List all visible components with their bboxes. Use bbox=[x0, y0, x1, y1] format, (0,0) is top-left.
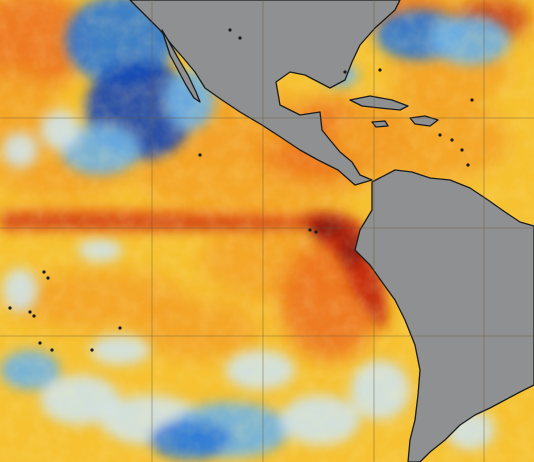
island-dot bbox=[238, 36, 242, 40]
island-dot bbox=[308, 228, 312, 232]
island-dot bbox=[228, 28, 232, 32]
island-dot bbox=[50, 348, 54, 352]
island-dot bbox=[198, 153, 202, 157]
island-dot bbox=[470, 98, 474, 102]
island-dot bbox=[314, 230, 318, 234]
island-dot bbox=[450, 138, 454, 142]
island-dot bbox=[343, 70, 347, 74]
jamaica-island bbox=[371, 120, 389, 128]
island-dot bbox=[32, 314, 36, 318]
island-dot bbox=[46, 276, 50, 280]
island-dot bbox=[8, 306, 12, 310]
island-dot bbox=[438, 133, 442, 137]
island-dot bbox=[90, 348, 94, 352]
island-dot bbox=[378, 68, 382, 72]
island-dot bbox=[460, 148, 464, 152]
island-dot bbox=[466, 163, 470, 167]
island-dot bbox=[28, 310, 32, 314]
island-dot bbox=[42, 270, 46, 274]
baja-california bbox=[161, 29, 201, 103]
hispaniola-island bbox=[409, 115, 439, 127]
island-dot bbox=[38, 341, 42, 345]
north-america-landmass bbox=[129, 0, 401, 186]
south-america-landmass bbox=[354, 169, 534, 462]
land-layer bbox=[129, 0, 534, 462]
island-dot bbox=[118, 326, 122, 330]
island-markers bbox=[8, 28, 474, 352]
